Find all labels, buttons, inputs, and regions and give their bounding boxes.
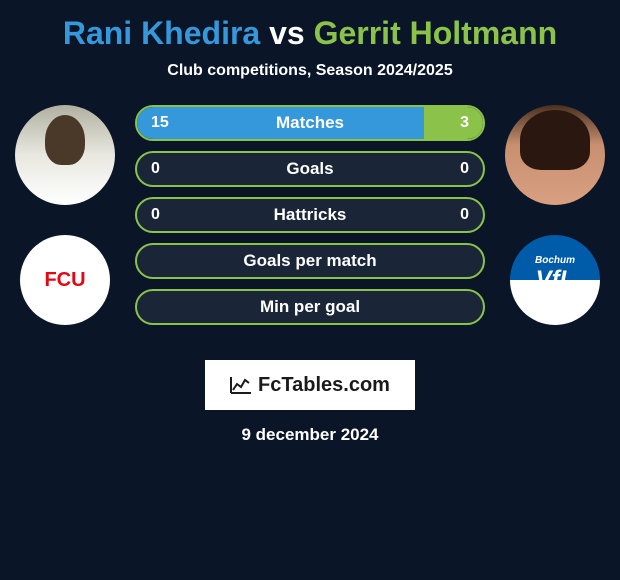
stat-label: Min per goal [260,297,360,317]
club-right-top: Bochum [535,255,575,266]
chart-icon [230,376,252,394]
player2-name: Gerrit Holtmann [314,15,558,51]
main-content: FCU 15 3 Matches 0 0 Goals 0 0 Hattricks Goals pe… [10,105,610,325]
footer-date: 9 december 2024 [241,425,378,445]
stats-column: 15 3 Matches 0 0 Goals 0 0 Hattricks Goals per ma… [120,105,500,325]
club-logo-right: Bochum VfL 1848 [510,235,600,325]
stat-value-right: 0 [460,206,469,224]
stat-label: Hattricks [274,205,347,225]
stat-value-left: 0 [151,206,160,224]
stat-value-left: 0 [151,160,160,178]
club-logo-left: FCU [20,235,110,325]
club-right-year: 1848 [544,294,566,305]
player1-name: Rani Khedira [63,15,260,51]
stat-label: Goals per match [243,251,376,271]
stat-value-right: 3 [460,114,469,132]
comparison-title: Rani Khedira vs Gerrit Holtmann [63,15,557,52]
stat-value-left: 15 [151,114,169,132]
stat-row-goals: 0 0 Goals [135,151,485,187]
stat-label: Goals [286,159,333,179]
stat-row-matches: 15 3 Matches [135,105,485,141]
stat-row-goals-per-match: Goals per match [135,243,485,279]
vs-text: vs [269,15,305,51]
player1-photo [15,105,115,205]
stat-label: Matches [276,113,344,133]
stat-value-right: 0 [460,160,469,178]
club-right-mid: VfL [536,266,575,294]
footer-brand: FcTables.com [205,360,415,410]
club-left-abbr: FCU [44,269,85,292]
right-column: Bochum VfL 1848 [500,105,610,325]
player2-photo [505,105,605,205]
left-column: FCU [10,105,120,325]
footer-brand-text: FcTables.com [258,374,390,397]
stat-row-hattricks: 0 0 Hattricks [135,197,485,233]
stat-row-min-per-goal: Min per goal [135,289,485,325]
subtitle: Club competitions, Season 2024/2025 [167,62,452,80]
stat-fill-right [424,107,483,139]
